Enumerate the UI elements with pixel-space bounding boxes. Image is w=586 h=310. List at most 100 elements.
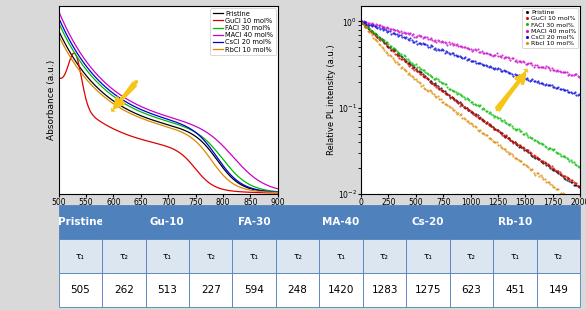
- Legend: Pristine, GuCl 10 mol%, FACl 30 mol%, MACl 40 mol%, CsCl 20 mol%, Rbcl 10 mol%: Pristine, GuCl 10 mol%, FACl 30 mol%, MA…: [522, 8, 578, 48]
- MACl 40 mol%: [186, 122, 193, 126]
- CsCl 20 mol%: [159, 116, 166, 119]
- FACl 30 mol%: [161, 118, 168, 122]
- Pristine: [173, 126, 180, 130]
- Line: RbCl 10 mol%: RbCl 10 mol%: [59, 36, 278, 193]
- FACl 30 mol%: [499, 119, 506, 123]
- MACl 40 mol%: [173, 117, 180, 121]
- Line: FACl 30 mol%: FACl 30 mol%: [59, 23, 278, 192]
- Line: Pristine: Pristine: [360, 20, 580, 188]
- Rbcl 10 mol%: [575, 205, 582, 209]
- CsCl 20 mol%: [478, 62, 485, 66]
- Pristine: [161, 122, 168, 126]
- GuCl 10 mol%: [401, 59, 408, 63]
- CsCl 20 mol%: [401, 37, 408, 40]
- FACl 30 mol%: [419, 68, 426, 71]
- GuCl 10 mol%: [270, 191, 277, 195]
- GuCl 10 mol%: [161, 144, 168, 148]
- Line: MACl 40 mol%: MACl 40 mol%: [59, 11, 278, 189]
- X-axis label: Time (ns): Time (ns): [449, 210, 492, 219]
- CsCl 20 mol%: [564, 90, 571, 93]
- MACl 40 mol%: [403, 31, 410, 35]
- GuCl 10 mol%: [419, 74, 426, 78]
- GuCl 10 mol%: [70, 51, 77, 55]
- GuCl 10 mol%: [575, 184, 582, 188]
- MACl 40 mol%: [575, 76, 582, 79]
- Pristine: [159, 121, 166, 125]
- RbCl 10 mol%: [269, 190, 276, 194]
- FACl 30 mol%: [186, 127, 193, 131]
- MACl 40 mol%: [357, 20, 364, 24]
- Pristine: [274, 191, 281, 194]
- MACl 40 mol%: [359, 19, 366, 23]
- MACl 40 mol%: [537, 65, 544, 69]
- Line: CsCl 20 mol%: CsCl 20 mol%: [59, 18, 278, 192]
- MACl 40 mol%: [500, 56, 507, 60]
- GuCl 10 mol%: [186, 160, 193, 163]
- FACl 30 mol%: [564, 157, 571, 161]
- MACl 40 mol%: [161, 113, 168, 117]
- FACl 30 mol%: [55, 21, 62, 24]
- Line: MACl 40 mol%: MACl 40 mol%: [360, 20, 580, 78]
- RbCl 10 mol%: [274, 191, 281, 194]
- GuCl 10 mol%: [274, 191, 281, 195]
- X-axis label: Wavelength (nm): Wavelength (nm): [129, 210, 207, 219]
- RbCl 10 mol%: [55, 34, 62, 38]
- RbCl 10 mol%: [159, 124, 166, 127]
- Line: FACl 30 mol%: FACl 30 mol%: [360, 21, 580, 168]
- Pristine: [419, 72, 426, 75]
- FACl 30 mol%: [173, 122, 180, 126]
- RbCl 10 mol%: [186, 134, 193, 138]
- FACl 30 mol%: [159, 118, 166, 122]
- CsCl 20 mol%: [575, 92, 582, 96]
- RbCl 10 mol%: [173, 128, 180, 132]
- GuCl 10 mol%: [357, 19, 364, 23]
- CsCl 20 mol%: [235, 179, 242, 183]
- CsCl 20 mol%: [536, 81, 543, 85]
- Pristine: [536, 157, 543, 161]
- Line: Rbcl 10 mol%: Rbcl 10 mol%: [360, 21, 580, 207]
- CsCl 20 mol%: [274, 190, 281, 194]
- CsCl 20 mol%: [269, 190, 276, 194]
- RbCl 10 mol%: [161, 124, 168, 128]
- CsCl 20 mol%: [55, 16, 62, 20]
- GuCl 10 mol%: [159, 144, 166, 147]
- FACl 30 mol%: [274, 190, 281, 193]
- MACl 40 mol%: [269, 185, 276, 189]
- Y-axis label: Absorbance (a.u.): Absorbance (a.u.): [47, 60, 56, 140]
- GuCl 10 mol%: [174, 149, 181, 153]
- CsCl 20 mol%: [173, 121, 180, 124]
- Line: GuCl 10 mol%: GuCl 10 mol%: [59, 53, 278, 193]
- Pristine: [575, 185, 582, 188]
- Pristine: [499, 131, 506, 135]
- FACl 30 mol%: [536, 141, 543, 144]
- Pristine: [269, 190, 276, 194]
- Line: GuCl 10 mol%: GuCl 10 mol%: [360, 20, 580, 187]
- RbCl 10 mol%: [235, 185, 242, 188]
- CsCl 20 mol%: [357, 20, 364, 23]
- FACl 30 mol%: [478, 107, 485, 111]
- Line: CsCl 20 mol%: CsCl 20 mol%: [360, 20, 580, 96]
- GuCl 10 mol%: [55, 76, 62, 79]
- MACl 40 mol%: [235, 161, 242, 164]
- FACl 30 mol%: [575, 165, 582, 169]
- FACl 30 mol%: [357, 20, 364, 23]
- Pristine: [478, 117, 485, 121]
- CsCl 20 mol%: [499, 69, 506, 73]
- GuCl 10 mol%: [499, 133, 506, 136]
- Legend: Pristine, GuCl 10 mol%, FACl 30 mol%, MACl 40 mol%, CsCl 20 mol%, RbCl 10 mol%: Pristine, GuCl 10 mol%, FACl 30 mol%, MA…: [210, 8, 276, 55]
- GuCl 10 mol%: [235, 190, 242, 193]
- CsCl 20 mol%: [161, 116, 168, 120]
- Line: Pristine: Pristine: [59, 31, 278, 193]
- Pristine: [186, 131, 193, 134]
- MACl 40 mol%: [274, 187, 281, 191]
- GuCl 10 mol%: [536, 157, 543, 161]
- FACl 30 mol%: [235, 175, 242, 178]
- MACl 40 mol%: [566, 72, 573, 76]
- Pristine: [401, 59, 408, 62]
- Rbcl 10 mol%: [499, 146, 506, 150]
- CsCl 20 mol%: [574, 93, 581, 97]
- FACl 30 mol%: [269, 189, 276, 193]
- Rbcl 10 mol%: [478, 131, 485, 135]
- Rbcl 10 mol%: [419, 83, 426, 87]
- Rbcl 10 mol%: [357, 20, 364, 24]
